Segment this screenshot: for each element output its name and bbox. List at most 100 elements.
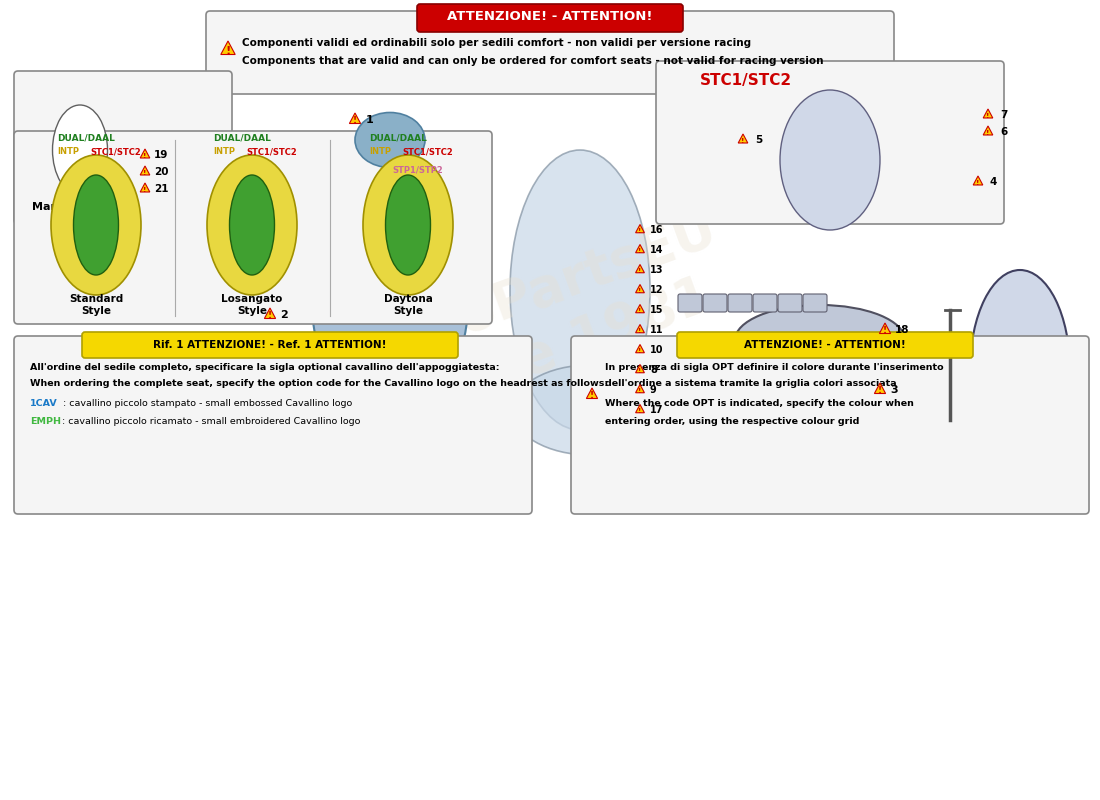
- Text: 2: 2: [280, 310, 288, 320]
- Text: INTP: INTP: [213, 147, 235, 157]
- Text: STC1/STC2: STC1/STC2: [90, 147, 142, 157]
- Polygon shape: [140, 183, 150, 192]
- Text: !: !: [143, 170, 146, 176]
- Polygon shape: [983, 109, 993, 118]
- Polygon shape: [636, 245, 645, 253]
- Polygon shape: [974, 176, 982, 185]
- Text: In presenza di sigla OPT definire il colore durante l'inserimento: In presenza di sigla OPT definire il col…: [605, 363, 944, 373]
- Text: STC1/STC2: STC1/STC2: [246, 147, 297, 157]
- Polygon shape: [879, 323, 891, 334]
- Text: Manual Version: Manual Version: [32, 202, 128, 212]
- Polygon shape: [140, 166, 150, 175]
- Text: All'ordine del sedile completo, specificare la sigla optional cavallino dell'app: All'ordine del sedile completo, specific…: [30, 363, 499, 373]
- Text: 5: 5: [755, 135, 762, 145]
- Text: !: !: [353, 116, 358, 126]
- Text: !: !: [878, 386, 882, 395]
- Text: ATTENZIONE! - ATTENTION!: ATTENZIONE! - ATTENTION!: [744, 340, 906, 350]
- Text: 3: 3: [890, 385, 898, 395]
- Text: !: !: [638, 267, 641, 274]
- Polygon shape: [636, 405, 645, 413]
- Text: entering order, using the respective colour grid: entering order, using the respective col…: [605, 418, 859, 426]
- Polygon shape: [636, 265, 645, 273]
- Polygon shape: [636, 325, 645, 333]
- FancyBboxPatch shape: [206, 11, 894, 94]
- FancyBboxPatch shape: [417, 4, 683, 32]
- FancyBboxPatch shape: [728, 294, 752, 312]
- FancyBboxPatch shape: [14, 336, 532, 514]
- Polygon shape: [586, 388, 597, 398]
- FancyBboxPatch shape: [803, 294, 827, 312]
- Text: !: !: [977, 180, 980, 186]
- Text: !: !: [143, 153, 146, 158]
- Text: 11: 11: [650, 325, 663, 335]
- Text: 12: 12: [650, 285, 663, 295]
- FancyBboxPatch shape: [778, 294, 802, 312]
- Text: !: !: [638, 227, 641, 234]
- Ellipse shape: [510, 150, 650, 430]
- FancyBboxPatch shape: [14, 131, 492, 324]
- Text: !: !: [638, 407, 641, 414]
- Text: Componenti validi ed ordinabili solo per sedili comfort - non validi per version: Componenti validi ed ordinabili solo per…: [242, 38, 751, 48]
- Text: 7: 7: [1000, 110, 1008, 120]
- Text: Losangato
Style: Losangato Style: [221, 294, 283, 316]
- Text: 1CAV: 1CAV: [30, 398, 57, 407]
- FancyBboxPatch shape: [754, 294, 777, 312]
- Text: !: !: [143, 186, 146, 193]
- Ellipse shape: [51, 155, 141, 295]
- Text: ATTENZIONE! - ATTENTION!: ATTENZIONE! - ATTENTION!: [448, 10, 652, 22]
- Text: 9: 9: [650, 385, 657, 395]
- Polygon shape: [636, 385, 645, 393]
- Ellipse shape: [735, 305, 905, 375]
- Text: !: !: [226, 46, 231, 56]
- Text: 8: 8: [650, 365, 657, 375]
- Text: EMPH: EMPH: [30, 418, 60, 426]
- Polygon shape: [636, 225, 645, 233]
- Text: !: !: [638, 347, 641, 354]
- Text: STC1/STC2: STC1/STC2: [403, 147, 453, 157]
- Text: 16: 16: [650, 225, 663, 235]
- FancyBboxPatch shape: [703, 294, 727, 312]
- Polygon shape: [140, 149, 150, 158]
- Ellipse shape: [230, 175, 275, 275]
- Text: Components that are valid and can only be ordered for comfort seats - not valid : Components that are valid and can only b…: [242, 56, 824, 66]
- Text: INTP: INTP: [57, 147, 79, 157]
- Text: Rif. 1 ATTENZIONE! - Ref. 1 ATTENTION!: Rif. 1 ATTENZIONE! - Ref. 1 ATTENTION!: [153, 340, 387, 350]
- Ellipse shape: [780, 90, 880, 230]
- Text: !: !: [883, 326, 887, 335]
- Text: 20: 20: [154, 167, 168, 177]
- Text: !: !: [741, 138, 745, 144]
- Polygon shape: [874, 383, 886, 394]
- Text: !: !: [638, 307, 641, 314]
- Text: dell'ordine a sistema tramite la griglia colori associata: dell'ordine a sistema tramite la griglia…: [605, 379, 896, 389]
- Text: DUAL/DAAL: DUAL/DAAL: [57, 134, 114, 142]
- Polygon shape: [636, 285, 645, 293]
- FancyBboxPatch shape: [678, 294, 702, 312]
- Ellipse shape: [385, 175, 430, 275]
- Polygon shape: [221, 41, 235, 54]
- Ellipse shape: [207, 155, 297, 295]
- Text: : cavallino piccolo ricamato - small embroidered Cavallino logo: : cavallino piccolo ricamato - small emb…: [62, 418, 361, 426]
- Text: 10: 10: [650, 345, 663, 355]
- Text: !: !: [638, 247, 641, 254]
- Polygon shape: [636, 305, 645, 313]
- Text: !: !: [268, 311, 272, 320]
- FancyBboxPatch shape: [14, 71, 232, 224]
- Text: !: !: [590, 391, 594, 400]
- Ellipse shape: [363, 155, 453, 295]
- FancyBboxPatch shape: [571, 336, 1089, 514]
- Ellipse shape: [310, 125, 470, 435]
- Polygon shape: [636, 365, 645, 373]
- Text: 19: 19: [154, 150, 168, 160]
- Text: !: !: [987, 113, 990, 118]
- Ellipse shape: [53, 105, 108, 195]
- Polygon shape: [350, 113, 361, 123]
- Text: !: !: [987, 130, 990, 135]
- Text: AutoPartsEU
since 1981: AutoPartsEU since 1981: [355, 203, 745, 437]
- Text: 17: 17: [650, 405, 663, 415]
- Polygon shape: [983, 126, 993, 135]
- Text: !: !: [638, 387, 641, 394]
- Text: 21: 21: [154, 184, 168, 194]
- Text: 15: 15: [650, 305, 663, 315]
- FancyBboxPatch shape: [656, 61, 1004, 224]
- Ellipse shape: [970, 270, 1070, 470]
